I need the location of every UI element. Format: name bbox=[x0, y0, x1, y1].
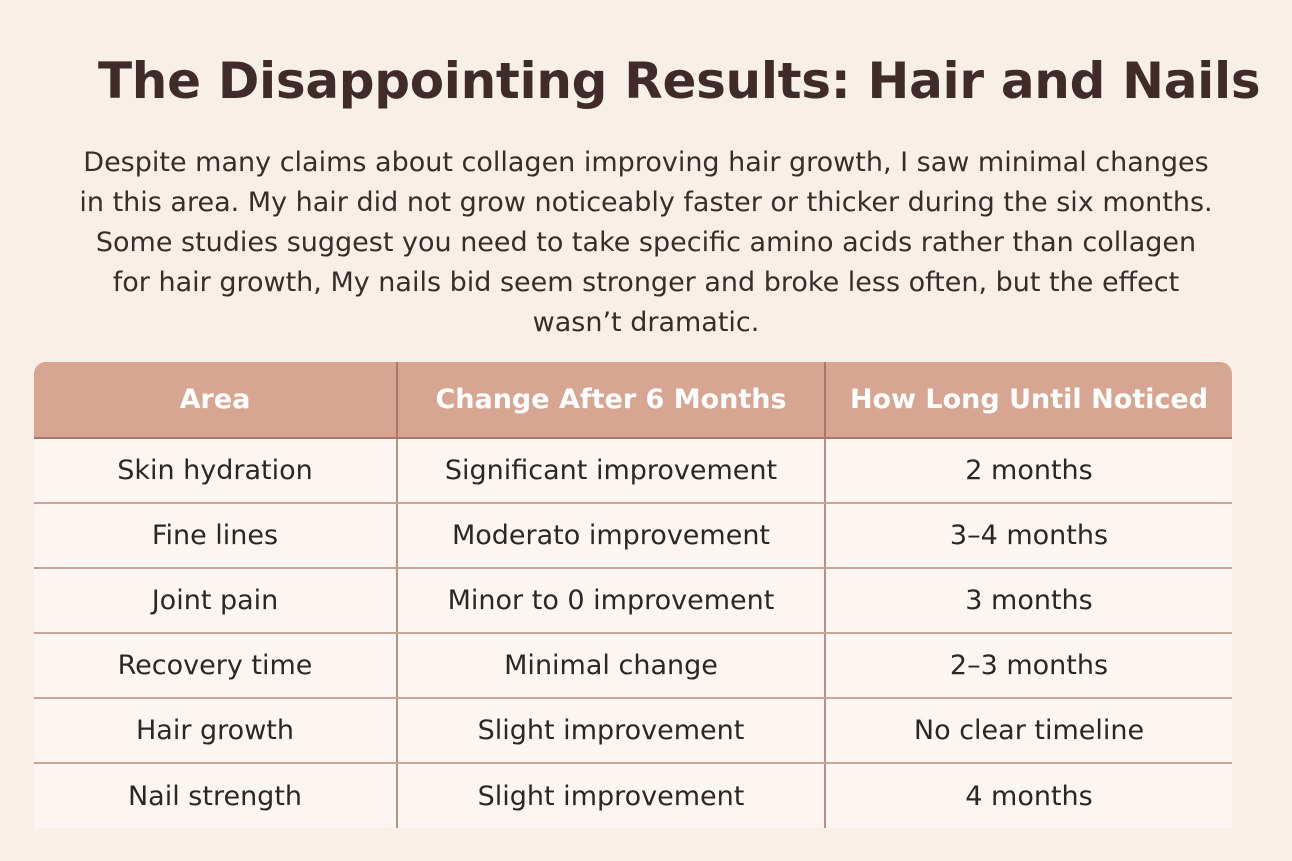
cell-time: 2 months bbox=[825, 438, 1232, 504]
table-row: Joint pain Minor to 0 improvement 3 mont… bbox=[34, 568, 1232, 634]
table-row: Nail strength Slight improvement 4 month… bbox=[34, 763, 1232, 828]
table-row: Recovery time Minimal change 2–3 months bbox=[34, 633, 1232, 699]
cell-change: Moderato improvement bbox=[397, 503, 826, 569]
table-body: Skin hydration Significant improvement 2… bbox=[34, 438, 1232, 828]
cell-change: Minor to 0 improvement bbox=[397, 568, 826, 634]
intro-line: Some studies suggest you need to take sp… bbox=[95, 227, 1197, 258]
cell-area: Hair growth bbox=[34, 698, 398, 764]
cell-area: Skin hydration bbox=[34, 438, 398, 504]
intro-line: for hair growth, My nails bid seem stron… bbox=[112, 267, 1180, 298]
cell-change: Minimal change bbox=[397, 633, 826, 699]
cell-area: Joint pain bbox=[34, 568, 398, 634]
intro-line: Despite many claims about collagen impro… bbox=[83, 147, 1209, 178]
results-table-container: Area Change After 6 Months How Long Unti… bbox=[34, 362, 1232, 828]
table-row: Fine lines Moderato improvement 3–4 mont… bbox=[34, 503, 1232, 569]
cell-change: Slight improvement bbox=[397, 698, 826, 764]
cell-time: 3 months bbox=[825, 568, 1232, 634]
page-title: The Disappointing Results: Hair and Nail… bbox=[98, 52, 1261, 110]
cell-change: Slight improvement bbox=[397, 763, 826, 828]
column-header-time: How Long Until Noticed bbox=[825, 362, 1232, 439]
cell-change: Significant improvement bbox=[397, 438, 826, 504]
column-header-change: Change After 6 Months bbox=[397, 362, 826, 439]
intro-line: wasn’t dramatic. bbox=[532, 307, 760, 338]
cell-time: 2–3 months bbox=[825, 633, 1232, 699]
cell-area: Fine lines bbox=[34, 503, 398, 569]
cell-time: No clear timeline bbox=[825, 698, 1232, 764]
table-header: Area Change After 6 Months How Long Unti… bbox=[34, 362, 1232, 439]
intro-line: in this area. My hair did not grow notic… bbox=[79, 187, 1213, 218]
table-row: Skin hydration Significant improvement 2… bbox=[34, 438, 1232, 504]
cell-area: Nail strength bbox=[34, 763, 398, 828]
table-header-row: Area Change After 6 Months How Long Unti… bbox=[34, 362, 1232, 439]
results-table: Area Change After 6 Months How Long Unti… bbox=[34, 362, 1232, 828]
cell-time: 4 months bbox=[965, 780, 1093, 812]
cell-area: Recovery time bbox=[34, 633, 398, 699]
column-header-area: Area bbox=[34, 362, 398, 439]
table-row: Hair growth Slight improvement No clear … bbox=[34, 698, 1232, 764]
intro-paragraph: Despite many claims about collagen impro… bbox=[40, 143, 1252, 343]
cell-time: 3–4 months bbox=[825, 503, 1232, 569]
